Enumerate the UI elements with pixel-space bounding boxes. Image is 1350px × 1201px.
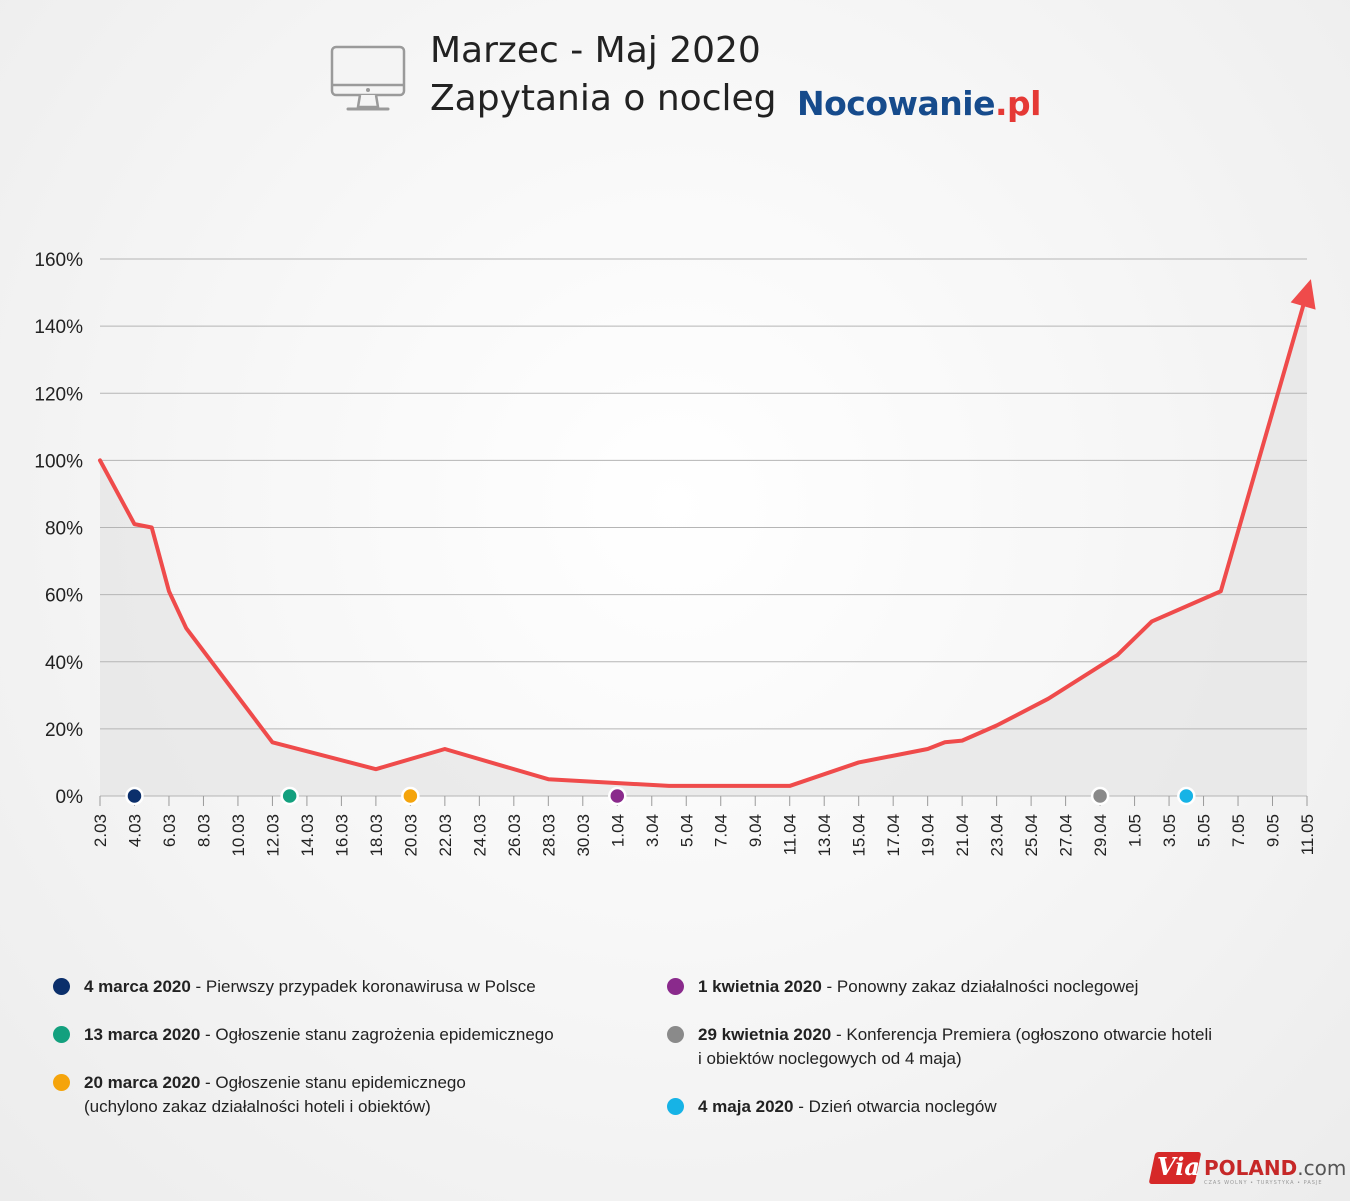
- legend-description: - Pierwszy przypadek koronawirusa w Pols…: [190, 977, 536, 996]
- y-tick-label: 60%: [45, 586, 83, 607]
- x-tick-label: 7.04: [712, 814, 731, 847]
- legend-dot-icon: [53, 1026, 70, 1043]
- area-fill: [100, 292, 1307, 796]
- legend-item: 4 maja 2020 - Dzień otwarcia noclegów: [667, 1095, 997, 1119]
- x-tick-label: 25.04: [1022, 814, 1041, 857]
- brand-name: Nocowanie: [797, 84, 995, 123]
- legend-description: - Ponowny zakaz działalności noclegowej: [821, 977, 1139, 996]
- viapoland-logo: Via POLAND.com CZAS WOLNY • TURYSTYKA • …: [1148, 1150, 1346, 1192]
- chart-title-line1: Marzec - Maj 2020: [430, 30, 761, 71]
- y-tick-label: 120%: [34, 384, 83, 405]
- legend-description: - Ogłoszenie stanu epidemicznego: [200, 1073, 466, 1092]
- x-tick-label: 13.04: [815, 814, 834, 857]
- x-tick-label: 16.03: [332, 814, 351, 857]
- x-tick-label: 15.04: [850, 814, 869, 857]
- x-tick-label: 12.03: [263, 814, 282, 857]
- x-tick-label: 27.04: [1057, 814, 1076, 857]
- via-logo-text: Via: [1157, 1152, 1200, 1181]
- x-tick-label: 20.03: [401, 814, 420, 857]
- legend-dot-icon: [53, 1074, 70, 1091]
- y-tick-label: 140%: [34, 317, 83, 338]
- x-tick-label: 21.04: [953, 814, 972, 857]
- legend-item: 13 marca 2020 - Ogłoszenie stanu zagroże…: [53, 1023, 554, 1047]
- legend-date: 13 marca 2020: [84, 1025, 201, 1044]
- x-tick-label: 9.05: [1264, 814, 1283, 847]
- y-tick-label: 20%: [45, 720, 83, 741]
- legend-dot-icon: [53, 978, 70, 995]
- series-line: [98, 290, 1309, 788]
- x-tick-label: 5.05: [1195, 814, 1214, 847]
- event-marker-dot: [125, 786, 144, 806]
- com-word: .com: [1297, 1156, 1347, 1180]
- series-arrowhead: [1290, 279, 1316, 310]
- legend-date: 4 maja 2020: [698, 1097, 794, 1116]
- x-tick-label: 17.04: [884, 814, 903, 857]
- brand-logo: Nocowanie.pl: [797, 84, 1041, 123]
- x-tick-label: 1.05: [1126, 814, 1145, 847]
- legend-date: 29 kwietnia 2020: [698, 1025, 832, 1044]
- legend-description: - Dzień otwarcia noclegów: [793, 1097, 997, 1116]
- x-tick-label: 3.04: [643, 814, 662, 847]
- x-tick-label: 19.04: [919, 814, 938, 857]
- legend-item: 4 marca 2020 - Pierwszy przypadek korona…: [53, 975, 536, 999]
- x-tick-label: 22.03: [436, 814, 455, 857]
- legend-date: 20 marca 2020: [84, 1073, 201, 1092]
- event-marker-dot: [1090, 786, 1110, 806]
- legend-description-cont: (uchylono zakaz działalności hoteli i ob…: [84, 1097, 431, 1116]
- event-marker-dot: [608, 786, 627, 806]
- x-tick-label: 9.04: [746, 814, 765, 847]
- monitor-icon: [330, 45, 406, 111]
- legend-description: - Konferencja Premiera (ogłoszono otwarc…: [831, 1025, 1213, 1044]
- brand-tld: .pl: [994, 84, 1041, 123]
- y-tick-label: 100%: [34, 451, 83, 472]
- x-tick-label: 30.03: [574, 814, 593, 857]
- x-tick-label: 8.03: [194, 814, 213, 847]
- x-tick-label: 5.04: [677, 814, 696, 847]
- x-tick-label: 11.04: [781, 814, 800, 855]
- y-tick-label: 80%: [45, 519, 83, 540]
- x-tick-label: 4.03: [125, 814, 144, 847]
- y-tick-label: 160%: [34, 250, 83, 271]
- event-marker-dot: [401, 786, 420, 806]
- line-chart: 0% 20% 40% 60% 80% 100% 120% 140% 160% 2.03 4.03 6.…: [34, 250, 1317, 857]
- x-tick-label: 14.03: [298, 814, 317, 857]
- x-tick-label: 11.05: [1298, 814, 1317, 855]
- legend-item: 29 kwietnia 2020 - Konferencja Premiera …: [667, 1023, 1213, 1071]
- x-tick-label: 26.03: [505, 814, 524, 857]
- y-tick-label: 0%: [56, 787, 84, 808]
- x-tick-label: 23.04: [988, 814, 1007, 857]
- x-tick-label: 18.03: [367, 814, 386, 857]
- x-tick-label: 3.05: [1160, 814, 1179, 847]
- chart-title-line2: Zapytania o nocleg: [430, 78, 777, 119]
- x-tick-label: 24.03: [470, 814, 489, 857]
- legend-item: 20 marca 2020 - Ogłoszenie stanu epidemi…: [53, 1071, 466, 1119]
- legend-description: - Ogłoszenie stanu zagrożenia epidemiczn…: [200, 1025, 554, 1044]
- x-tick-label: 29.04: [1091, 814, 1110, 857]
- event-marker-dot: [280, 786, 299, 806]
- legend-dot-icon: [667, 978, 684, 995]
- event-marker-dot: [1177, 786, 1196, 806]
- legend-item: 1 kwietnia 2020 - Ponowny zakaz działaln…: [667, 975, 1139, 999]
- poland-logo-text: POLAND.com: [1204, 1156, 1346, 1180]
- legend-date: 1 kwietnia 2020: [698, 977, 822, 996]
- x-tick-label: 6.03: [160, 814, 179, 847]
- legend-description-cont: i obiektów noclegowych od 4 maja): [698, 1049, 962, 1068]
- x-tick-label: 10.03: [229, 814, 248, 857]
- legend-date: 4 marca 2020: [84, 977, 191, 996]
- x-tick-label: 2.03: [91, 814, 110, 847]
- x-tick-label: 28.03: [539, 814, 558, 857]
- logo-tagline: CZAS WOLNY • TURYSTYKA • PASJE: [1204, 1180, 1323, 1186]
- poland-word: POLAND: [1204, 1156, 1298, 1180]
- x-tick-label: 1.04: [608, 814, 627, 847]
- x-tick-label: 7.05: [1229, 814, 1248, 847]
- y-tick-label: 40%: [45, 653, 83, 674]
- legend-dot-icon: [667, 1098, 684, 1115]
- legend-dot-icon: [667, 1026, 684, 1043]
